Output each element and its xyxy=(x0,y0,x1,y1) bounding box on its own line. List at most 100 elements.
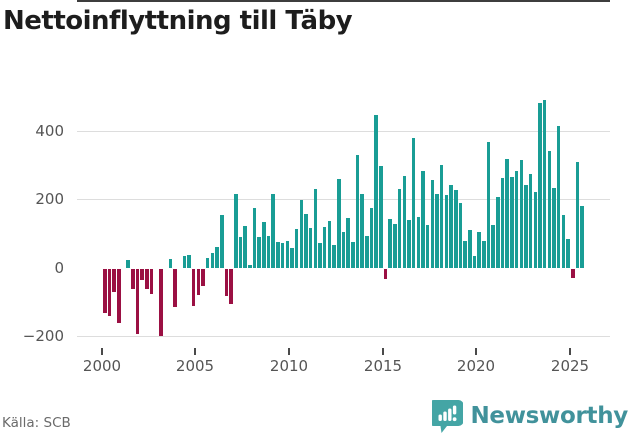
bar-2014Q4 xyxy=(379,166,383,268)
bar-2017Q2 xyxy=(425,224,430,268)
bar-2012Q1 xyxy=(327,221,332,268)
bar-2015Q2 xyxy=(388,219,392,268)
bar-2023Q4 xyxy=(547,151,552,268)
bar-2023Q1 xyxy=(533,192,538,268)
chart-title: Nettoinflyttning till Täby xyxy=(3,6,353,36)
bar-2020Q4 xyxy=(491,225,495,268)
x-axis-label-2010: 2010 xyxy=(269,357,309,375)
bar-2014Q1 xyxy=(365,235,369,268)
newsworthy-brand-link[interactable]: Newsworthy xyxy=(428,399,628,433)
bar-2019Q3 xyxy=(468,229,472,268)
bar-2021Q4 xyxy=(510,177,514,268)
bar-2000Q2 xyxy=(107,269,112,316)
gridline-200 xyxy=(77,199,610,200)
bar-2020Q1 xyxy=(477,232,481,268)
bar-2019Q4 xyxy=(472,255,477,268)
bar-2019Q1 xyxy=(458,203,463,268)
x-tick-2010 xyxy=(288,348,290,355)
bar-2000Q3 xyxy=(112,269,116,292)
bar-2017Q4 xyxy=(435,193,439,268)
bar-2008Q4 xyxy=(266,236,271,268)
x-axis-label-2015: 2015 xyxy=(363,357,403,375)
x-tick-2005 xyxy=(194,348,196,355)
bar-2008Q1 xyxy=(252,207,257,268)
bar-2012Q2 xyxy=(332,244,336,268)
x-axis-label-2020: 2020 xyxy=(456,357,496,375)
bar-2025Q3 xyxy=(580,206,584,268)
bar-2011Q3 xyxy=(318,243,322,268)
bar-2018Q3 xyxy=(449,184,453,268)
bar-2005Q1 xyxy=(196,269,201,295)
bar-2023Q2 xyxy=(538,102,542,268)
bar-2022Q4 xyxy=(528,173,533,268)
bar-2011Q1 xyxy=(308,227,313,268)
bar-2003Q3 xyxy=(168,259,173,268)
bar-2022Q2 xyxy=(519,160,524,268)
bar-2024Q2 xyxy=(556,126,561,268)
bar-2009Q1 xyxy=(271,194,275,268)
bar-2003Q1 xyxy=(159,269,163,336)
bar-2016Q4 xyxy=(416,217,421,268)
bar-2009Q2 xyxy=(276,242,280,268)
newsworthy-logo-icon xyxy=(428,399,464,433)
bar-2016Q3 xyxy=(411,138,416,268)
bar-2015Q1 xyxy=(383,269,388,280)
bar-2000Q4 xyxy=(117,269,121,324)
bar-2008Q3 xyxy=(262,222,266,268)
bar-2000Q1 xyxy=(103,269,107,313)
bar-2002Q1 xyxy=(140,269,144,280)
bar-2021Q3 xyxy=(505,158,509,268)
bar-2010Q1 xyxy=(290,248,294,268)
bar-2017Q3 xyxy=(430,179,435,268)
bar-2007Q2 xyxy=(238,236,243,268)
x-axis-label-2000: 2000 xyxy=(82,357,122,375)
x-tick-2000 xyxy=(101,348,103,355)
bar-2015Q4 xyxy=(397,188,402,268)
bar-2018Q1 xyxy=(439,165,444,268)
bar-2010Q2 xyxy=(294,229,299,268)
bar-2005Q3 xyxy=(205,257,210,268)
bar-2006Q2 xyxy=(220,214,224,268)
bar-2002Q2 xyxy=(145,269,149,290)
bar-2025Q1 xyxy=(571,269,575,278)
bar-2012Q3 xyxy=(337,178,341,268)
x-axis-label-2005: 2005 xyxy=(175,357,215,375)
bar-2014Q3 xyxy=(374,115,378,268)
bar-2007Q1 xyxy=(234,194,238,268)
bar-2016Q2 xyxy=(407,219,411,268)
bar-2006Q1 xyxy=(215,247,219,268)
bar-2011Q2 xyxy=(313,188,318,268)
bar-2018Q4 xyxy=(454,190,458,268)
newsworthy-wordmark: Newsworthy xyxy=(470,403,628,429)
bar-2021Q1 xyxy=(496,197,500,268)
bar-2014Q2 xyxy=(369,207,374,268)
bar-2013Q2 xyxy=(351,242,355,268)
bar-2001Q2 xyxy=(126,260,130,268)
bar-2022Q1 xyxy=(514,170,519,268)
x-tick-2015 xyxy=(382,348,384,355)
bar-2006Q3 xyxy=(224,269,229,296)
bar-2005Q4 xyxy=(210,252,215,268)
bar-2004Q3 xyxy=(187,255,191,268)
bar-2013Q4 xyxy=(360,193,364,268)
bar-2006Q4 xyxy=(229,269,233,304)
zero-axis-line xyxy=(77,0,610,2)
y-axis-label-200: 200 xyxy=(35,190,64,208)
x-axis-label-2025: 2025 xyxy=(550,357,590,375)
x-tick-2020 xyxy=(475,348,477,355)
x-tick-2025 xyxy=(569,348,571,355)
bar-2005Q2 xyxy=(201,269,205,287)
bar-2001Q4 xyxy=(135,269,140,334)
bar-2016Q1 xyxy=(402,175,407,268)
bar-2024Q3 xyxy=(561,214,566,268)
gridline-neg200 xyxy=(77,336,610,337)
bar-2007Q4 xyxy=(248,264,252,268)
gridline-400 xyxy=(77,131,610,132)
bar-2023Q3 xyxy=(542,100,547,268)
bar-2017Q1 xyxy=(421,171,425,268)
bar-2025Q2 xyxy=(575,162,580,268)
bar-2015Q3 xyxy=(393,223,397,268)
bar-2001Q3 xyxy=(131,269,135,290)
